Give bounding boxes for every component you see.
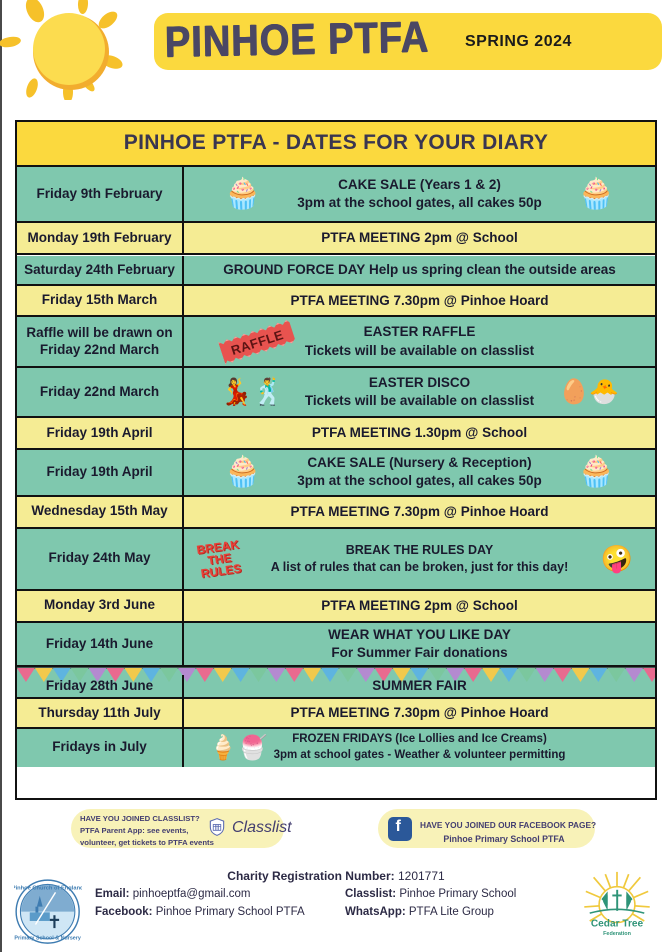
svg-text:Federation: Federation bbox=[603, 931, 631, 937]
svg-text:Pinhoe Church of England: Pinhoe Church of England bbox=[14, 885, 82, 891]
svg-text:Primary School & Nursery: Primary School & Nursery bbox=[14, 936, 80, 942]
svg-text:Cedar Tree: Cedar Tree bbox=[591, 918, 644, 929]
